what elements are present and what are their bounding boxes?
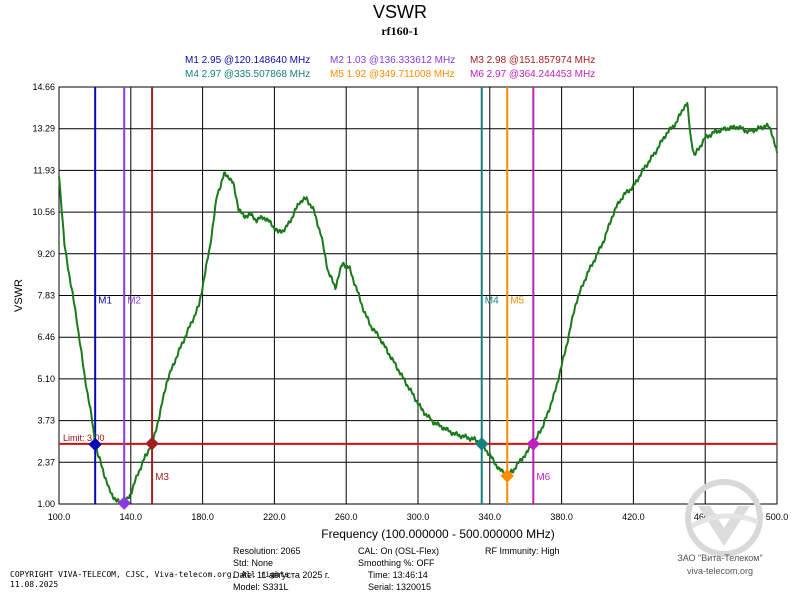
info-smoothing: Smoothing %: OFF <box>358 558 435 568</box>
marker-legend-m5: M5 1.92 @349.711008 MHz <box>330 69 455 80</box>
y-tick-label: 1.00 <box>37 499 55 509</box>
x-tick-label: 220.0 <box>263 512 286 522</box>
info-rf-immunity: RF Immunity: High <box>485 546 560 556</box>
marker-point-m4 <box>475 437 489 451</box>
marker-label-m6: M6 <box>536 472 550 483</box>
vswr-series-line <box>58 102 778 505</box>
x-tick-label: 300.0 <box>407 512 430 522</box>
x-tick-label: 140.0 <box>120 512 143 522</box>
marker-legend-m2: M2 1.03 @136.333612 MHz <box>330 55 456 66</box>
marker-point-m5 <box>500 469 514 483</box>
logo-company-name: ЗАО "Вита-Телеком" <box>677 553 763 563</box>
marker-legend-m4: M4 2.97 @335.507868 MHz <box>185 69 311 80</box>
x-tick-label: 380.0 <box>550 512 573 522</box>
y-tick-label: 13.29 <box>32 124 55 134</box>
marker-point-m2 <box>117 496 131 510</box>
logo-website: viva-telecom.org <box>686 566 754 576</box>
marker-label-m4: M4 <box>485 296 499 307</box>
limit-label: Limit: 3.00 <box>63 433 105 443</box>
info-time: Time: 13:46:14 <box>368 570 428 580</box>
x-axis-label: Frequency (100.000000 - 500.000000 MHz) <box>321 527 554 541</box>
y-tick-label: 14.66 <box>32 82 55 92</box>
copyright-text: COPYRIGHT VIVA-TELECOM, CJSC, Viva-telec… <box>10 570 290 579</box>
marker-point-m3 <box>145 436 159 451</box>
y-tick-label: 2.37 <box>37 457 55 467</box>
marker-legend-m6: M6 2.97 @364.244453 MHz <box>470 69 596 80</box>
x-tick-label: 340.0 <box>479 512 502 522</box>
chart-title: VSWR <box>373 2 427 22</box>
chart-subtitle: rf160-1 <box>381 24 419 38</box>
x-tick-label: 260.0 <box>335 512 358 522</box>
x-tick-label: 100.0 <box>48 512 71 522</box>
y-tick-label: 3.73 <box>37 416 55 426</box>
y-tick-label: 7.83 <box>37 291 55 301</box>
info-resolution: Resolution: 2065 <box>233 546 301 556</box>
marker-label-m2: M2 <box>127 296 141 307</box>
info-std: Std: None <box>233 558 274 568</box>
marker-label-m3: M3 <box>155 472 169 483</box>
y-tick-label: 6.46 <box>37 332 55 342</box>
marker-legend-m3: M3 2.98 @151.857974 MHz <box>470 55 596 66</box>
y-tick-label: 11.93 <box>33 165 55 175</box>
x-tick-label: 180.0 <box>191 512 214 522</box>
marker-label-m1: M1 <box>98 296 112 307</box>
y-axis-label: VSWR <box>13 279 25 312</box>
info-cal: CAL: On (OSL-Flex) <box>358 546 440 556</box>
x-tick-label: 420.0 <box>622 512 645 522</box>
info-model: Model: S331L <box>233 582 289 592</box>
y-tick-label: 9.20 <box>37 249 55 259</box>
info-date: Date: 11 августа 2025 г. <box>233 570 330 580</box>
marker-label-m5: M5 <box>510 296 524 307</box>
x-tick-label: 500.0 <box>766 512 789 522</box>
marker-point-m1 <box>88 437 102 452</box>
y-tick-label: 5.10 <box>37 374 55 384</box>
company-logo-watermark <box>672 478 776 578</box>
info-serial: Serial: 1320015 <box>368 582 432 592</box>
copyright-date: 11.08.2025 <box>10 580 59 589</box>
marker-legend-m1: M1 2.95 @120.148640 MHz <box>185 55 311 66</box>
y-tick-label: 10.56 <box>32 207 55 217</box>
marker-point-m6 <box>526 437 541 451</box>
